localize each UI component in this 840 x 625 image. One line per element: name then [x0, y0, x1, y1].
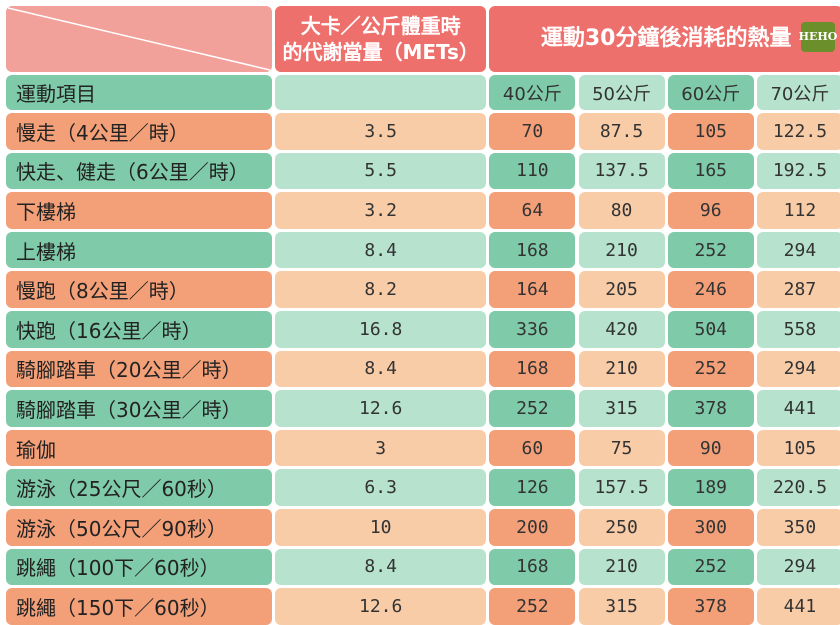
weight-header-70: 70公斤 [756, 75, 840, 110]
kcal-70kg: 105 [756, 429, 840, 467]
kcal-50kg: 80 [578, 192, 665, 229]
kcal-50kg: 315 [578, 390, 665, 427]
mets-value: 5.5 [275, 152, 487, 190]
mets-header-line2: 的代謝當量（METs） [282, 40, 479, 64]
activity-name: 上樓梯 [6, 231, 272, 269]
kcal-50kg: 210 [578, 231, 665, 269]
calories-header: 運動30分鐘後消耗的熱量 HEHO [489, 6, 840, 72]
diagonal-line [7, 7, 271, 71]
weight-header-50: 50公斤 [578, 75, 665, 110]
kcal-50kg: 205 [578, 271, 665, 308]
kcal-60kg: 378 [667, 588, 754, 625]
kcal-60kg: 96 [667, 192, 754, 229]
mets-value: 8.2 [275, 271, 487, 308]
kcal-40kg: 110 [489, 152, 576, 190]
kcal-50kg: 87.5 [578, 113, 665, 150]
kcal-60kg: 252 [667, 231, 754, 269]
mets-header-line1: 大卡／公斤體重時 [300, 14, 461, 38]
kcal-70kg: 192.5 [756, 152, 840, 190]
kcal-60kg: 252 [667, 350, 754, 388]
kcal-70kg: 441 [756, 588, 840, 625]
kcal-60kg: 189 [667, 469, 754, 506]
kcal-40kg: 168 [489, 350, 576, 388]
kcal-70kg: 287 [756, 271, 840, 308]
kcal-70kg: 441 [756, 390, 840, 427]
mets-value: 12.6 [275, 390, 487, 427]
kcal-40kg: 252 [489, 588, 576, 625]
kcal-40kg: 168 [489, 548, 576, 586]
mets-value: 8.4 [275, 231, 487, 269]
calorie-table: 大卡／公斤體重時 的代謝當量（METs） 運動30分鐘後消耗的熱量 HEHO 運… [6, 6, 840, 625]
mets-header: 大卡／公斤體重時 的代謝當量（METs） [275, 6, 487, 72]
kcal-60kg: 300 [667, 508, 754, 546]
activity-name: 游泳（50公尺／90秒） [6, 508, 272, 546]
kcal-60kg: 246 [667, 271, 754, 308]
mets-value: 8.4 [275, 548, 487, 586]
kcal-70kg: 558 [756, 310, 840, 348]
kcal-40kg: 70 [489, 113, 576, 150]
mets-value: 6.3 [275, 469, 487, 506]
header-corner [6, 6, 272, 72]
mets-value: 3 [275, 429, 487, 467]
kcal-60kg: 504 [667, 310, 754, 348]
activity-name: 騎腳踏車（20公里／時） [6, 350, 272, 388]
kcal-70kg: 220.5 [756, 469, 840, 506]
kcal-70kg: 294 [756, 548, 840, 586]
activity-name: 瑜伽 [6, 429, 272, 467]
calories-header-title: 運動30分鐘後消耗的熱量 [540, 26, 792, 51]
kcal-40kg: 200 [489, 508, 576, 546]
mets-subheader-blank [275, 75, 487, 110]
activity-name: 跳繩（100下／60秒） [6, 548, 272, 586]
kcal-70kg: 122.5 [756, 113, 840, 150]
kcal-50kg: 75 [578, 429, 665, 467]
kcal-70kg: 112 [756, 192, 840, 229]
kcal-60kg: 165 [667, 152, 754, 190]
activity-name: 慢走（4公里／時） [6, 113, 272, 150]
activity-column-header: 運動項目 [6, 75, 272, 110]
heho-logo: HEHO [799, 22, 837, 52]
kcal-40kg: 64 [489, 192, 576, 229]
kcal-60kg: 252 [667, 548, 754, 586]
activity-name: 騎腳踏車（30公里／時） [6, 390, 272, 427]
activity-name: 快跑（16公里／時） [6, 310, 272, 348]
kcal-50kg: 210 [578, 548, 665, 586]
kcal-40kg: 168 [489, 231, 576, 269]
mets-value: 10 [275, 508, 487, 546]
kcal-60kg: 90 [667, 429, 754, 467]
kcal-50kg: 157.5 [578, 469, 665, 506]
activity-name: 游泳（25公尺／60秒） [6, 469, 272, 506]
kcal-70kg: 294 [756, 231, 840, 269]
mets-value: 3.5 [275, 113, 487, 150]
activity-name: 下樓梯 [6, 192, 272, 229]
kcal-40kg: 60 [489, 429, 576, 467]
weight-header-40: 40公斤 [489, 75, 576, 110]
mets-value: 12.6 [275, 588, 487, 625]
kcal-40kg: 164 [489, 271, 576, 308]
activity-name: 慢跑（8公里／時） [6, 271, 272, 308]
kcal-40kg: 252 [489, 390, 576, 427]
mets-value: 8.4 [275, 350, 487, 388]
kcal-40kg: 126 [489, 469, 576, 506]
kcal-60kg: 378 [667, 390, 754, 427]
kcal-70kg: 294 [756, 350, 840, 388]
kcal-50kg: 420 [578, 310, 665, 348]
activity-name: 快走、健走（6公里／時） [6, 152, 272, 190]
kcal-50kg: 137.5 [578, 152, 665, 190]
activity-name: 跳繩（150下／60秒） [6, 588, 272, 625]
kcal-40kg: 336 [489, 310, 576, 348]
kcal-50kg: 210 [578, 350, 665, 388]
kcal-50kg: 250 [578, 508, 665, 546]
kcal-70kg: 350 [756, 508, 840, 546]
mets-value: 3.2 [275, 192, 487, 229]
kcal-50kg: 315 [578, 588, 665, 625]
weight-header-60: 60公斤 [667, 75, 754, 110]
kcal-60kg: 105 [667, 113, 754, 150]
mets-value: 16.8 [275, 310, 487, 348]
